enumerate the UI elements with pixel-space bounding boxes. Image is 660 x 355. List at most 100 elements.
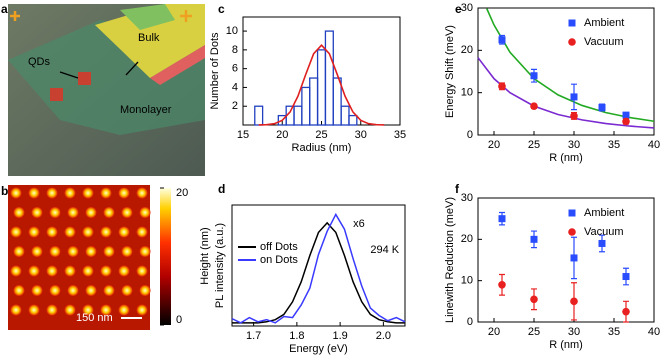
- dot: [67, 246, 79, 257]
- dot: [118, 265, 130, 277]
- y-axis-label: Energy Shift (meV): [444, 25, 456, 118]
- colorbar-tick-label: 0: [176, 314, 182, 326]
- bar: [254, 105, 264, 126]
- bar: [316, 49, 327, 126]
- plot-frame: [231, 204, 406, 327]
- x-tick-label: 20: [276, 129, 288, 141]
- bar: [293, 105, 303, 126]
- dot: [10, 265, 22, 277]
- y-tick-label: 10: [226, 25, 238, 37]
- dot: [121, 207, 133, 218]
- y-tick-label: 8: [232, 44, 238, 56]
- dot: [13, 207, 25, 218]
- y-tick-label: 6: [232, 63, 238, 75]
- dot: [103, 285, 115, 296]
- y-axis-label: Linewith Reduction (meV): [444, 197, 456, 323]
- dot: [82, 187, 94, 199]
- marker: [498, 281, 506, 289]
- x-tick-label: 30: [568, 139, 580, 151]
- x-tick-label: 40: [648, 139, 660, 151]
- dot: [100, 187, 112, 199]
- scale-bar-label: 150 nm: [76, 312, 113, 324]
- annotation: QDs: [28, 56, 51, 68]
- marker: [622, 117, 630, 126]
- marker: [570, 297, 578, 306]
- dot: [136, 265, 148, 277]
- y-tick-label: 10: [461, 275, 473, 287]
- y-tick-label: 20: [461, 233, 473, 245]
- bar: [301, 86, 311, 126]
- x-axis-label: Energy (eV): [289, 343, 348, 355]
- dot: [10, 187, 22, 199]
- x-tick-label: 1.9: [332, 330, 347, 342]
- x-tick-label: 25: [528, 326, 540, 338]
- plot-frame: [242, 16, 401, 126]
- panel-letter: f: [455, 182, 460, 196]
- y-axis-label: PL intensity (a.u.): [214, 223, 226, 308]
- colorbar-label: Height (nm): [199, 227, 211, 284]
- dot: [28, 265, 40, 277]
- dot: [82, 265, 94, 277]
- panel-letter: e: [455, 2, 462, 16]
- marker: [570, 112, 578, 120]
- dot: [136, 304, 148, 316]
- x-tick-label: 20: [488, 139, 500, 151]
- annotation: x6: [353, 218, 365, 230]
- panel-letter: a: [1, 2, 8, 16]
- dot: [10, 226, 22, 238]
- x-tick-label: 20: [488, 326, 500, 338]
- y-tick-label: 30: [461, 2, 473, 14]
- dot: [118, 226, 130, 238]
- marker: [498, 36, 506, 44]
- dot: [13, 285, 25, 296]
- legend-label: Vacuum: [584, 36, 624, 48]
- y-tick-label: 2: [232, 100, 238, 112]
- legend-label: on Dots: [260, 254, 298, 266]
- dot: [103, 207, 115, 218]
- spectrum-line: [232, 221, 405, 324]
- marker: [530, 102, 538, 111]
- marker: [498, 82, 506, 91]
- dot: [100, 226, 112, 238]
- marker: [622, 111, 630, 119]
- dot: [46, 265, 58, 277]
- panel-letter: b: [1, 184, 8, 198]
- legend-swatch: [568, 228, 576, 236]
- y-tick-label: 0: [467, 129, 473, 141]
- legend-swatch: [568, 38, 576, 46]
- dot: [82, 226, 94, 238]
- y-tick-label: 4: [232, 81, 238, 93]
- dot: [67, 285, 79, 296]
- y-tick-label: 10: [461, 87, 473, 99]
- dot: [64, 226, 76, 238]
- panel-letter: d: [218, 182, 225, 196]
- x-axis-label: R (nm): [549, 339, 583, 351]
- dot: [121, 285, 133, 296]
- bar: [348, 114, 358, 126]
- panel-b-image: [8, 185, 151, 330]
- x-axis-label: Radius (nm): [292, 142, 352, 154]
- dot: [31, 246, 43, 257]
- dot: [85, 207, 97, 218]
- dot: [100, 265, 112, 277]
- marker: [530, 235, 538, 243]
- marker: [598, 239, 606, 247]
- dot: [118, 187, 130, 199]
- dot: [121, 246, 133, 257]
- fit-line: [258, 43, 385, 126]
- x-tick-label: 25: [528, 139, 540, 151]
- marker: [498, 215, 506, 223]
- panel-a-image: [8, 4, 205, 176]
- x-tick-label: 40: [648, 326, 660, 338]
- y-tick-label: 0: [467, 316, 473, 328]
- colorbar-tick-label: 20: [176, 187, 188, 199]
- fit-line: [486, 8, 655, 123]
- panel-letter: c: [218, 2, 225, 16]
- dot: [85, 285, 97, 296]
- dot: [139, 207, 151, 218]
- dot: [64, 265, 76, 277]
- legend-swatch: [568, 19, 576, 27]
- dot: [100, 304, 112, 316]
- annotation: Bulk: [138, 32, 160, 44]
- dot: [28, 187, 40, 199]
